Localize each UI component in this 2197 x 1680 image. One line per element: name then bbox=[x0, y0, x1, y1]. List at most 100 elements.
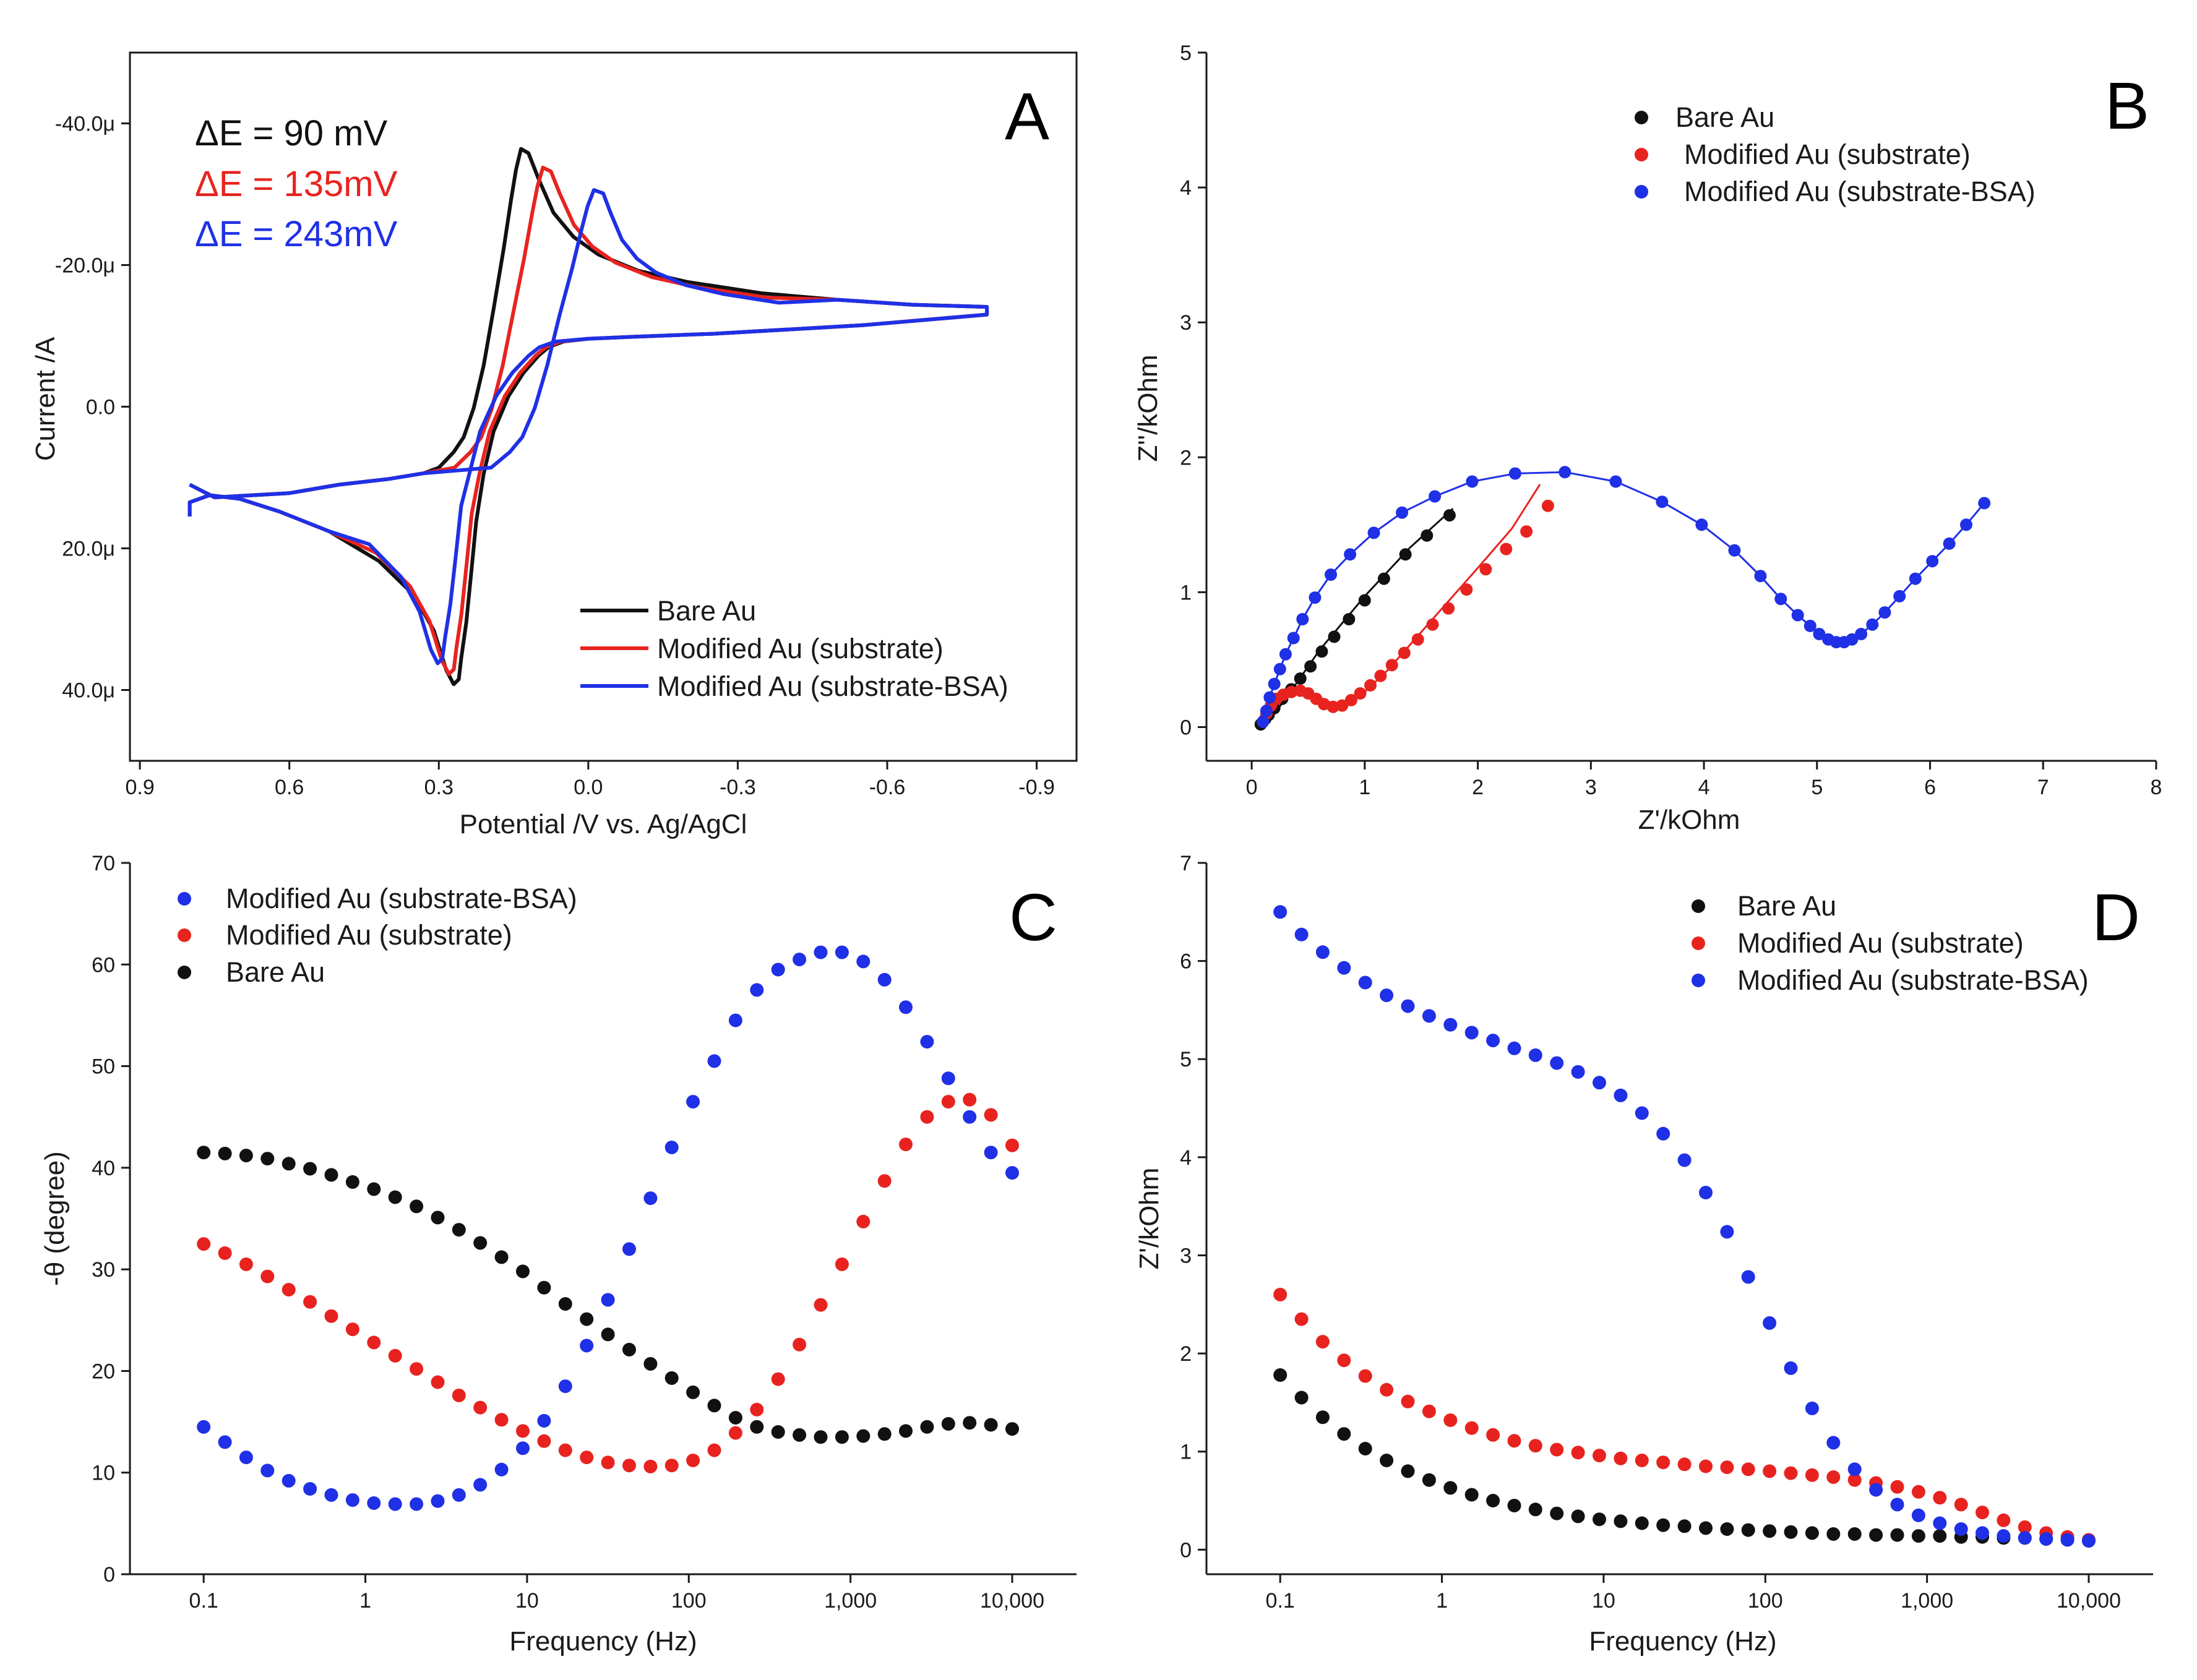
panel-b-data-point bbox=[1960, 518, 1972, 531]
panel-c-data-point bbox=[622, 1242, 636, 1256]
panel-b-x-tick-label: 5 bbox=[1811, 776, 1823, 799]
panel-c-x-tick-label: 10 bbox=[515, 1589, 539, 1613]
panel-d-data-point bbox=[1826, 1470, 1841, 1484]
panel-c-data-point bbox=[750, 983, 764, 997]
panel-b-y-tick-label: 1 bbox=[1180, 581, 1192, 604]
panel-d-data-point bbox=[1358, 975, 1372, 990]
panel-c-data-point bbox=[963, 1092, 977, 1107]
panel-d-data-point bbox=[1593, 1449, 1606, 1463]
panel-b-data-point bbox=[1426, 618, 1439, 631]
panel-b-data-point bbox=[1421, 529, 1434, 542]
panel-b-x-axis-title: Z'/kOhm bbox=[1638, 805, 1740, 835]
panel-d-data-point bbox=[1976, 1526, 1989, 1540]
panel-d-y-tick-label: 7 bbox=[1180, 852, 1192, 875]
panel-c-data-point bbox=[771, 1425, 785, 1439]
panel-b-data-point bbox=[1442, 602, 1455, 615]
panel-d-data-point bbox=[1593, 1512, 1606, 1527]
panel-d-y-tick-label: 6 bbox=[1180, 950, 1192, 974]
panel-c-data-point bbox=[197, 1420, 211, 1434]
legend-marker-bare bbox=[1692, 899, 1705, 913]
panel-c-data-point bbox=[728, 1411, 742, 1425]
panel-b-data-point bbox=[1508, 467, 1521, 480]
panel-d-data-point bbox=[1486, 1494, 1500, 1507]
panel-d-data-point bbox=[1315, 1410, 1330, 1425]
panel-d-data-point bbox=[1911, 1508, 1925, 1522]
panel-d-data-point bbox=[1401, 1394, 1415, 1408]
panel-a-legend-bsa: Modified Au (substrate-BSA) bbox=[657, 671, 1008, 702]
panel-d-data-point bbox=[1954, 1522, 1968, 1536]
panel-c-data-point bbox=[664, 1141, 679, 1154]
panel-b-x-tick-label: 1 bbox=[1359, 776, 1370, 799]
panel-d-data-point bbox=[1656, 1126, 1670, 1141]
panel-c-data-point bbox=[1005, 1166, 1019, 1180]
panel-c-data-point bbox=[814, 1298, 828, 1312]
panel-a-y-tick-label: -20.0μ bbox=[55, 254, 115, 278]
panel-d-x-axis-title: Frequency (Hz) bbox=[1589, 1626, 1776, 1656]
panel-d-data-point bbox=[1890, 1498, 1904, 1512]
panel-c-data-point bbox=[218, 1435, 232, 1449]
panel-b-data-point bbox=[1541, 499, 1554, 512]
panel-d-data-point bbox=[1847, 1527, 1862, 1541]
panel-d-data-point bbox=[1422, 1473, 1436, 1487]
panel-d-data-point bbox=[1273, 1368, 1288, 1382]
panel-a-annotation-bsa: ΔE = 243mV bbox=[195, 214, 398, 254]
panel-d-data-point bbox=[1826, 1527, 1841, 1541]
panel-c-data-point bbox=[899, 1424, 913, 1438]
panel-b-data-point bbox=[1344, 548, 1357, 561]
panel-d-data-point bbox=[1337, 1427, 1351, 1441]
panel-c-data-point bbox=[431, 1375, 445, 1389]
panel-b-data-point bbox=[1354, 687, 1367, 700]
panel-c-data-point bbox=[601, 1293, 615, 1307]
panel-d-data-point bbox=[1337, 1353, 1351, 1368]
panel-c-data-point bbox=[750, 1420, 764, 1434]
panel-c-data-point bbox=[920, 1110, 934, 1124]
panel-d-y-tick-label: 4 bbox=[1180, 1146, 1192, 1170]
panel-d-legend: Bare Au Modified Au (substrate) Modified… bbox=[1692, 890, 2089, 996]
panel-d-data-point bbox=[1358, 1369, 1372, 1383]
panel-b-data-point bbox=[1460, 583, 1473, 596]
panel-c-data-point bbox=[941, 1416, 955, 1431]
panel-b-x-tick-label: 2 bbox=[1472, 776, 1484, 799]
panel-a-letter: A bbox=[1005, 79, 1049, 153]
panel-d-data-point bbox=[1656, 1518, 1670, 1532]
panel-c-data-point bbox=[282, 1157, 296, 1171]
panel-d-data-point bbox=[1890, 1528, 1904, 1542]
panel-c-data-point bbox=[707, 1443, 721, 1457]
panel-b-data-point bbox=[1315, 645, 1328, 658]
panel-b-data-point bbox=[1846, 633, 1859, 646]
panel-d-data-point bbox=[1826, 1436, 1841, 1450]
panel-b-data-point bbox=[1804, 619, 1817, 632]
panel-c-data-point bbox=[580, 1451, 594, 1465]
panel-c-data-point bbox=[494, 1462, 509, 1476]
panel-c-data-point bbox=[941, 1071, 955, 1086]
panel-b-letter: B bbox=[2105, 68, 2149, 143]
panel-b-data-point bbox=[1364, 679, 1377, 692]
panel-a-series-line bbox=[187, 188, 989, 666]
panel-c-letter: C bbox=[1009, 880, 1057, 954]
panel-c-data-point bbox=[260, 1464, 275, 1478]
panel-c-data-point bbox=[473, 1400, 488, 1415]
panel-c-data-point bbox=[516, 1424, 530, 1438]
legend-marker-substrate bbox=[1692, 936, 1705, 950]
panel-d-data-point bbox=[1507, 1499, 1521, 1512]
panel-b-data-point bbox=[1304, 660, 1317, 673]
panel-c-data-point bbox=[558, 1443, 572, 1457]
panel-d-letter: D bbox=[2092, 880, 2140, 954]
panel-c-legend-substrate: Modified Au (substrate) bbox=[226, 919, 512, 951]
panel-c-data-point bbox=[367, 1496, 381, 1510]
panel-d-data-point bbox=[1315, 1335, 1330, 1349]
panel-d-x-tick-label: 1,000 bbox=[1901, 1589, 1953, 1613]
panel-c-data-point bbox=[473, 1478, 488, 1492]
panel-d-x-tick-label: 10,000 bbox=[2057, 1589, 2121, 1613]
panel-d-data-point bbox=[1486, 1428, 1500, 1442]
panel-b-data-point bbox=[1377, 572, 1390, 585]
legend-marker-bare bbox=[1635, 111, 1648, 124]
panel-b-ticks: 0 1 2 3 4 5 6 7 8 0 1 2 3 4 5 bbox=[1180, 41, 2162, 799]
panel-c-bode-phase: 0.1 1 10 100 1,000 10,000 0 10 20 30 40 50 60 70 -θ (… bbox=[40, 852, 1077, 1656]
panel-d-data-point bbox=[1911, 1485, 1925, 1499]
panel-b-data-point bbox=[1279, 648, 1292, 661]
panel-c-data-point bbox=[431, 1211, 445, 1225]
panel-d-data-point bbox=[1273, 905, 1288, 919]
panel-d-data-point bbox=[1443, 1018, 1458, 1032]
panel-c-data-point bbox=[324, 1309, 338, 1323]
